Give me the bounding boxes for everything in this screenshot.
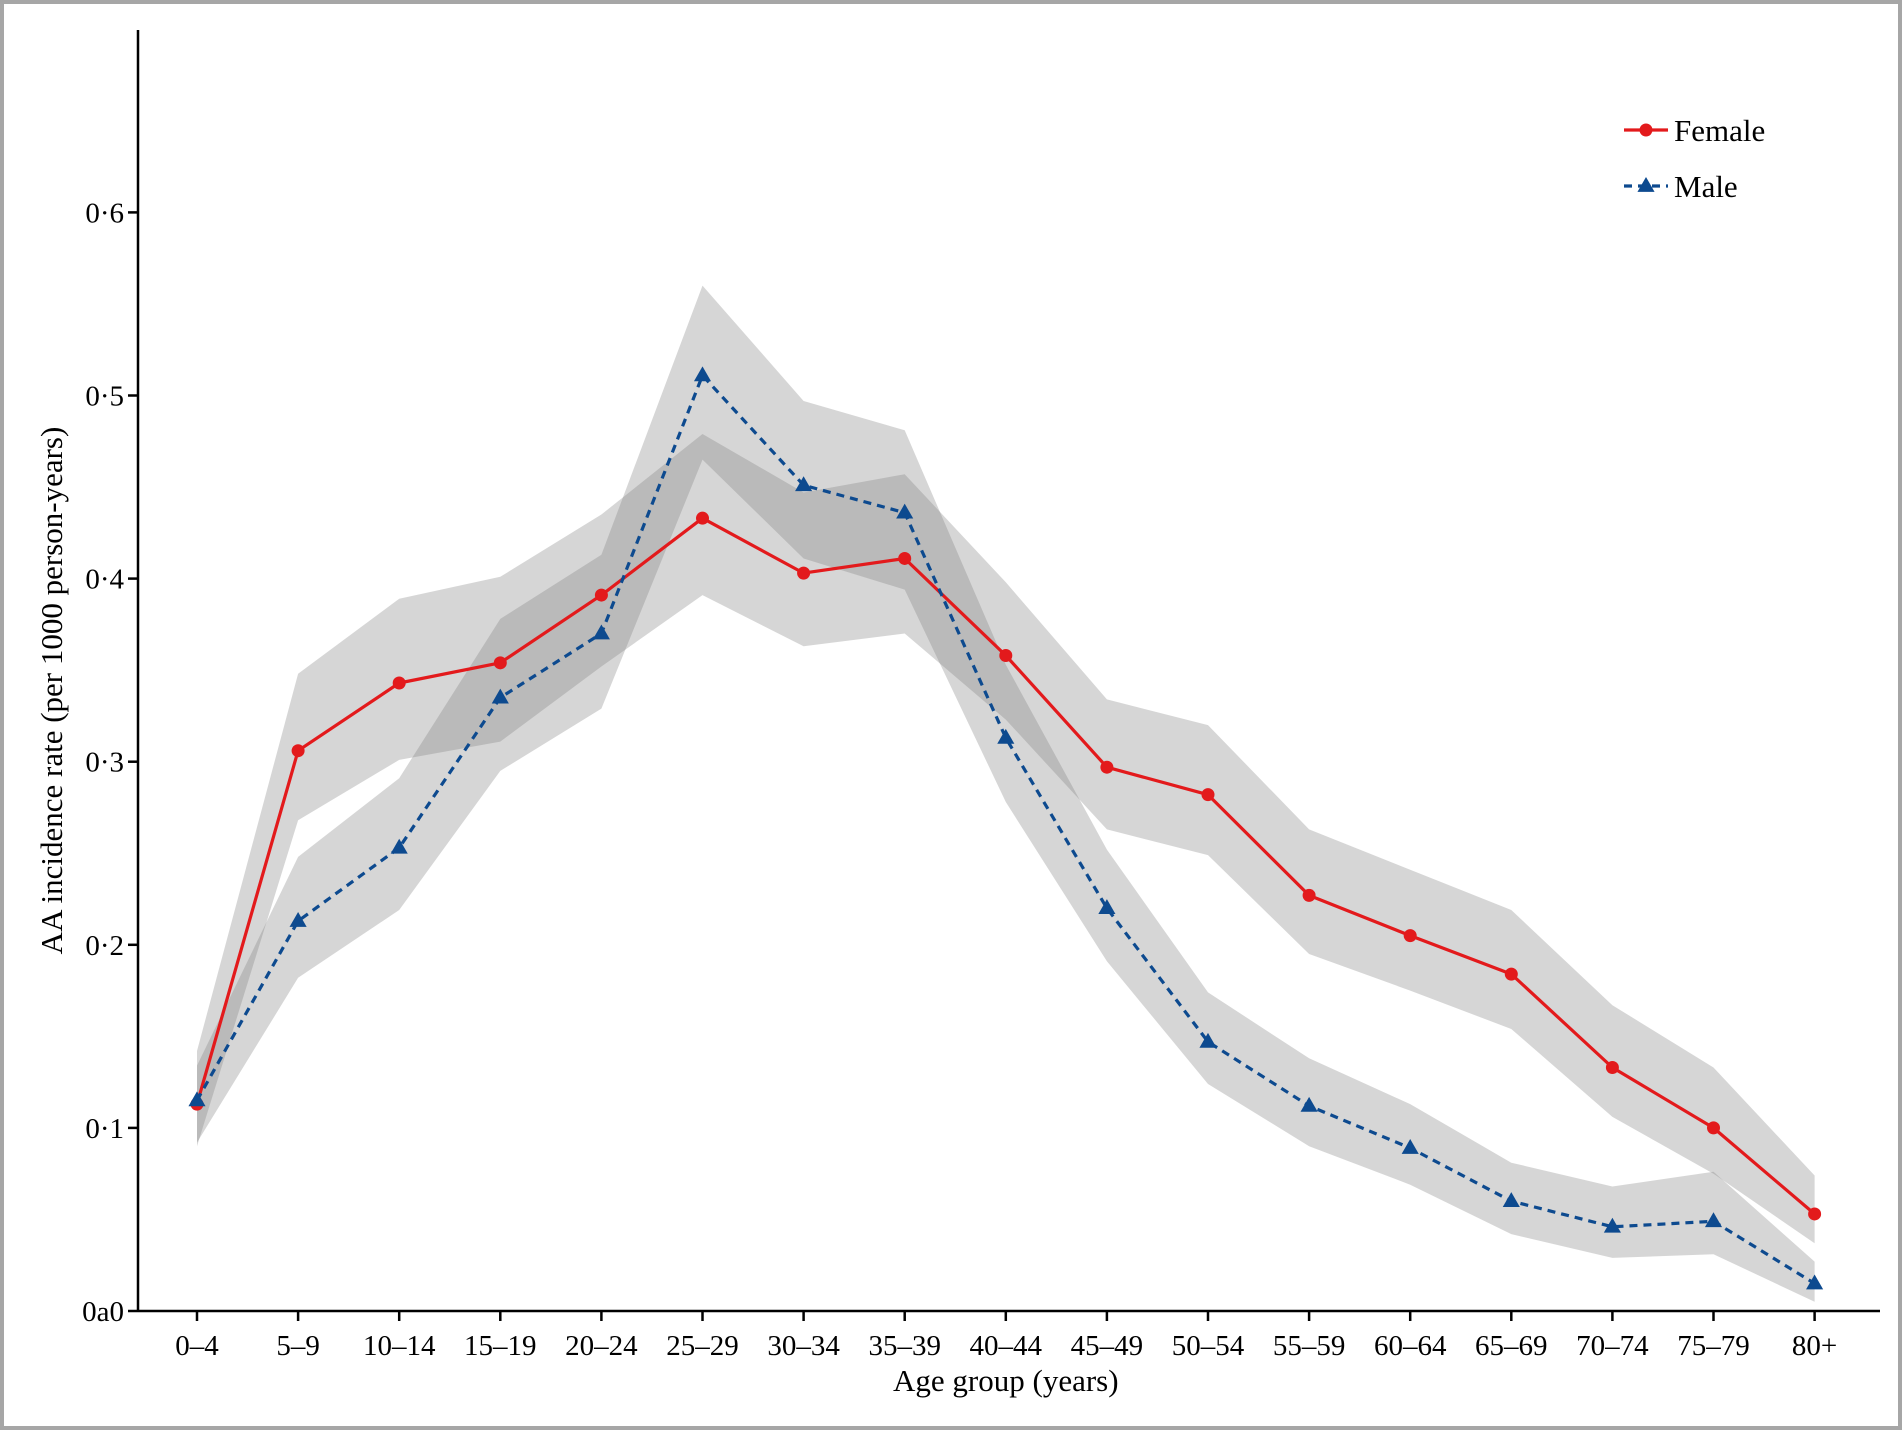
x-tick-label: 10–14 <box>363 1330 436 1362</box>
data-point-female <box>696 511 709 525</box>
y-tick-label: 0·5 <box>85 381 124 413</box>
data-point-male <box>1806 1274 1824 1290</box>
data-point-male <box>693 366 712 382</box>
data-point-female <box>392 676 406 690</box>
data-point-female <box>493 656 507 670</box>
data-point-female <box>999 649 1013 663</box>
x-tick-label: 80+ <box>1792 1330 1837 1362</box>
x-tick-label: 0–4 <box>175 1330 219 1362</box>
x-tick-label: 55–59 <box>1273 1330 1346 1362</box>
legend-label-male: Male <box>1674 169 1738 204</box>
x-tick-label: 70–74 <box>1576 1330 1649 1362</box>
data-point-male <box>592 624 610 640</box>
x-tick-label: 60–64 <box>1374 1330 1447 1362</box>
data-point-male <box>188 1091 206 1107</box>
data-point-male <box>390 838 408 854</box>
legend-item-male: Male <box>1624 169 1738 204</box>
data-point-male <box>1603 1217 1621 1233</box>
data-point-female <box>1605 1060 1619 1074</box>
data-point-female <box>1707 1121 1720 1135</box>
data-point-male <box>1098 899 1116 915</box>
data-point-male <box>1502 1192 1520 1207</box>
data-point-male <box>1401 1139 1419 1154</box>
x-tick-label: 25–29 <box>666 1330 739 1362</box>
legend-swatch-female-marker <box>1639 123 1653 137</box>
ci-band-male <box>197 285 1815 1302</box>
x-tick-label: 40–44 <box>970 1330 1043 1362</box>
y-ticks: 0a0 0·1 0·2 0·3 0·4 0·5 0·6 <box>82 197 138 1328</box>
data-point-male <box>997 728 1015 744</box>
data-point-female <box>1201 788 1215 802</box>
y-tick-label: 0·1 <box>85 1113 124 1145</box>
data-point-female <box>1100 760 1114 774</box>
data-point-male <box>1704 1212 1723 1228</box>
data-point-male <box>1199 1032 1217 1048</box>
y-tick-label: 0a0 <box>82 1296 124 1328</box>
y-tick-label: 0·3 <box>85 747 124 779</box>
data-point-female <box>1302 888 1316 902</box>
x-tick-label: 65–69 <box>1475 1330 1548 1362</box>
y-tick-label: 0·2 <box>85 930 124 962</box>
x-tick-label: 35–39 <box>868 1330 941 1362</box>
x-tick-label: 5–9 <box>276 1330 320 1362</box>
series-markers <box>188 366 1824 1290</box>
x-axis-title: Age group (years) <box>893 1363 1119 1398</box>
x-tick-label: 45–49 <box>1071 1330 1144 1362</box>
data-point-female <box>291 744 305 758</box>
x-tick-label: 15–19 <box>464 1330 537 1362</box>
data-point-female <box>797 566 811 580</box>
x-tick-label: 50–54 <box>1172 1330 1245 1362</box>
legend-item-female: Female <box>1624 113 1765 148</box>
data-point-male <box>896 503 914 519</box>
legend-label-female: Female <box>1674 113 1765 148</box>
data-point-female <box>898 551 912 565</box>
y-axis-title: AA incidence rate (per 1000 person-years… <box>34 427 69 955</box>
data-point-female <box>1808 1207 1822 1221</box>
data-point-male <box>795 476 813 492</box>
data-point-female <box>1504 967 1518 981</box>
legend: Female Male <box>1624 113 1765 204</box>
data-point-female <box>594 588 608 602</box>
x-ticks: 0–4 5–9 10–14 15–19 20–24 25–29 30–34 35–39 40–4… <box>175 1311 1837 1362</box>
confidence-bands <box>197 285 1815 1302</box>
series-line-male <box>195 373 1816 1285</box>
axes: 0a0 0·1 0·2 0·3 0·4 0·5 0·6 0–4 5–9 10–14 15–19 20… <box>34 30 1880 1398</box>
x-tick-label: 20–24 <box>565 1330 638 1362</box>
data-point-male <box>289 911 307 927</box>
legend-swatch-male-marker <box>1637 177 1655 192</box>
x-tick-label: 30–34 <box>767 1330 840 1362</box>
data-point-male <box>1300 1096 1318 1112</box>
y-tick-label: 0·4 <box>85 564 124 596</box>
x-tick-label: 75–79 <box>1677 1330 1750 1362</box>
data-point-female <box>1403 929 1417 943</box>
data-point-male <box>491 688 509 704</box>
y-tick-label: 0·6 <box>85 197 124 229</box>
